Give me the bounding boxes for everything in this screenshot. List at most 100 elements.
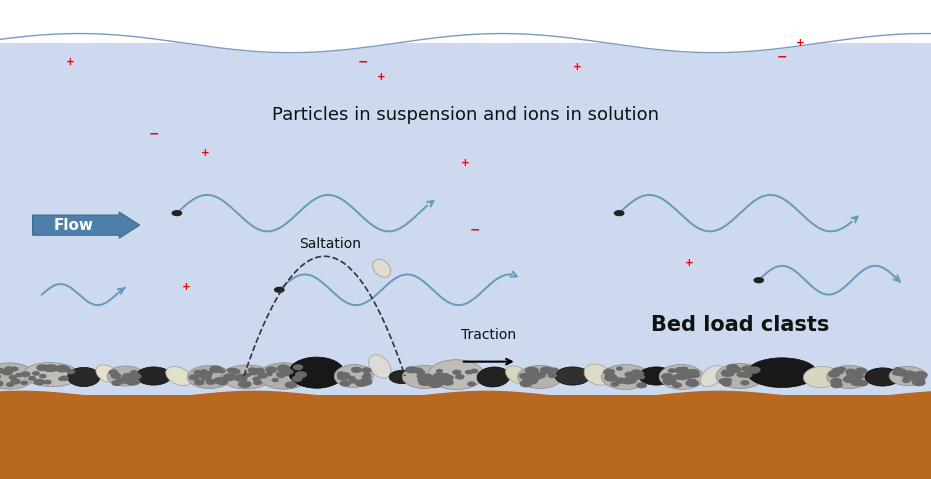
Text: +: +: [796, 38, 805, 48]
Text: −: −: [469, 223, 480, 237]
Circle shape: [455, 375, 464, 379]
Circle shape: [681, 372, 694, 378]
Circle shape: [128, 373, 138, 379]
Ellipse shape: [166, 366, 192, 386]
Circle shape: [605, 375, 617, 381]
Circle shape: [364, 373, 371, 376]
Circle shape: [437, 370, 442, 373]
Text: Flow: Flow: [53, 217, 93, 233]
Circle shape: [528, 376, 539, 381]
Circle shape: [638, 375, 644, 379]
Bar: [0, 0, 931, 43]
Ellipse shape: [747, 358, 817, 388]
Circle shape: [277, 374, 284, 377]
Circle shape: [722, 370, 735, 376]
Circle shape: [426, 381, 433, 385]
Circle shape: [56, 365, 68, 372]
Circle shape: [0, 368, 4, 373]
Circle shape: [128, 379, 140, 385]
Circle shape: [730, 367, 741, 372]
Circle shape: [210, 366, 222, 372]
Ellipse shape: [67, 367, 101, 387]
Circle shape: [195, 380, 204, 385]
Circle shape: [913, 379, 924, 386]
Circle shape: [468, 382, 476, 386]
Ellipse shape: [555, 367, 590, 385]
Ellipse shape: [389, 370, 415, 384]
Circle shape: [249, 368, 256, 372]
Circle shape: [207, 380, 215, 384]
Circle shape: [843, 376, 856, 382]
Circle shape: [189, 375, 198, 380]
Ellipse shape: [584, 364, 612, 385]
Circle shape: [6, 367, 11, 370]
Circle shape: [668, 369, 675, 373]
Circle shape: [406, 367, 417, 373]
Circle shape: [893, 371, 899, 375]
Circle shape: [439, 374, 448, 378]
Text: +: +: [377, 72, 386, 81]
Circle shape: [911, 377, 924, 383]
Circle shape: [292, 376, 302, 381]
Circle shape: [894, 368, 902, 372]
Text: +: +: [182, 283, 191, 292]
Ellipse shape: [222, 365, 272, 389]
Circle shape: [741, 381, 749, 385]
Text: +: +: [200, 148, 209, 158]
Circle shape: [201, 370, 207, 373]
Circle shape: [662, 374, 673, 380]
Circle shape: [21, 372, 30, 376]
Circle shape: [903, 379, 910, 382]
Circle shape: [296, 372, 306, 377]
Circle shape: [753, 368, 760, 372]
Circle shape: [277, 365, 288, 370]
Circle shape: [230, 369, 240, 374]
Circle shape: [338, 375, 347, 380]
Circle shape: [218, 368, 223, 371]
Circle shape: [912, 373, 924, 379]
Text: −: −: [358, 56, 369, 69]
Circle shape: [11, 367, 18, 371]
Circle shape: [522, 379, 530, 383]
Circle shape: [690, 373, 700, 377]
Circle shape: [551, 368, 558, 372]
Circle shape: [737, 373, 746, 377]
Circle shape: [112, 381, 121, 385]
Circle shape: [16, 374, 22, 376]
Circle shape: [452, 370, 461, 374]
Circle shape: [748, 367, 760, 373]
Circle shape: [413, 368, 423, 373]
Circle shape: [2, 369, 12, 375]
Circle shape: [686, 380, 698, 386]
Text: −: −: [148, 127, 159, 141]
Circle shape: [829, 371, 840, 377]
Circle shape: [605, 373, 614, 378]
Circle shape: [742, 366, 752, 371]
Circle shape: [122, 374, 135, 380]
Circle shape: [293, 365, 303, 370]
Ellipse shape: [716, 364, 764, 388]
Circle shape: [277, 365, 290, 372]
Circle shape: [612, 382, 618, 386]
Circle shape: [43, 366, 53, 371]
Circle shape: [256, 369, 263, 372]
Circle shape: [466, 371, 472, 374]
Circle shape: [33, 372, 39, 375]
Ellipse shape: [700, 365, 724, 387]
Circle shape: [663, 378, 676, 385]
Circle shape: [604, 369, 614, 375]
Circle shape: [423, 374, 432, 379]
Circle shape: [831, 382, 842, 388]
Circle shape: [908, 374, 918, 379]
Circle shape: [846, 369, 856, 374]
Circle shape: [417, 375, 424, 378]
Circle shape: [631, 371, 643, 376]
Circle shape: [356, 380, 368, 386]
Circle shape: [438, 376, 446, 381]
Circle shape: [124, 379, 131, 383]
Text: +: +: [573, 62, 582, 72]
Circle shape: [438, 374, 451, 380]
Text: +: +: [684, 259, 694, 268]
Ellipse shape: [369, 354, 391, 378]
Circle shape: [45, 365, 58, 371]
